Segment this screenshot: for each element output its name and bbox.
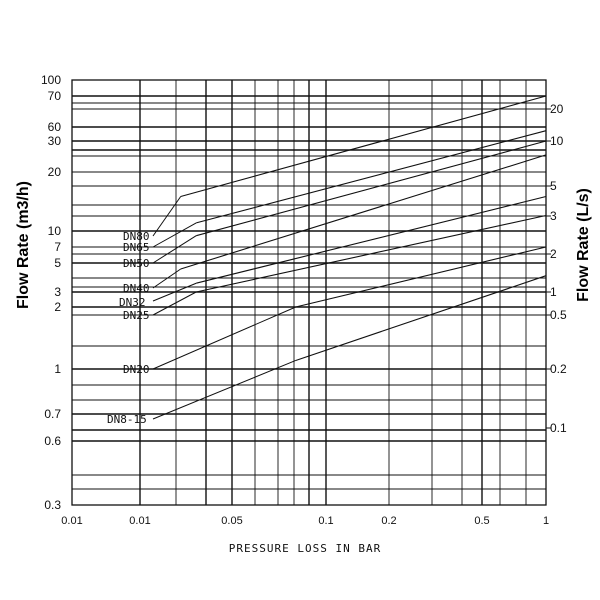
x-tick-label: 0.1 <box>318 515 333 527</box>
series-leader-dn40 <box>152 268 181 289</box>
x-tick-label: 0.01 <box>61 515 82 527</box>
series-leader-dn20 <box>152 306 296 370</box>
grid <box>71 79 547 506</box>
series-line-dn32 <box>196 195 547 284</box>
series-line-dn8-15 <box>295 275 547 362</box>
series-line-dn80 <box>180 95 547 198</box>
series-label-dn80: DN80 <box>123 230 150 243</box>
x-tick-label: 0.2 <box>381 515 396 527</box>
y-tick-label-left: 10 <box>48 224 62 238</box>
y-tick-label-left: 3 <box>54 285 61 299</box>
series-line-dn40 <box>180 154 547 270</box>
series-label-dn8-15: DN8-15 <box>107 413 147 426</box>
y-tick-label-left: 70 <box>48 89 62 103</box>
y-tick-label-right: 20 <box>550 102 564 116</box>
series-line-dn20 <box>295 246 547 308</box>
series-label-dn50: DN50 <box>123 257 150 270</box>
y-tick-label-right: 1 <box>550 285 557 299</box>
y-axis-title-left: Flow Rate (m3/h) <box>15 181 32 309</box>
x-axis-title: PRESSURE LOSS IN BAR <box>229 542 381 555</box>
series-line-dn65 <box>196 130 547 224</box>
y-tick-label-right: 0.2 <box>550 362 567 376</box>
series-leader-dn65 <box>152 222 197 248</box>
x-tick-labels: 0.01 0.01 0.05 0.1 0.2 0.5 1 <box>61 515 549 527</box>
y-tick-label-left: 0.7 <box>44 407 61 421</box>
y-tick-label-left: 2 <box>54 300 61 314</box>
series-line-dn50 <box>196 140 547 237</box>
y-tick-label-left: 30 <box>48 134 62 148</box>
y-tick-label-right: 0.5 <box>550 308 567 322</box>
y-axis-title-right: Flow Rate (L/s) <box>575 188 592 302</box>
series-label-dn25: DN25 <box>123 309 150 322</box>
series-leader-dn50 <box>152 235 197 264</box>
y-tick-label-right: 3 <box>550 209 557 223</box>
series-label-dn40: DN40 <box>123 282 150 295</box>
series-lines <box>152 95 547 420</box>
series-line-dn25 <box>196 214 547 293</box>
right-tick-labels: 20 10 5 3 2 1 0.5 0.2 0.1 <box>546 102 567 435</box>
y-tick-label-left: 0.3 <box>44 498 61 512</box>
y-tick-label-left: 100 <box>41 73 61 87</box>
x-tick-label: 0.5 <box>474 515 489 527</box>
x-tick-label: 0.01 <box>129 515 150 527</box>
x-tick-label: 1 <box>543 515 549 527</box>
y-tick-label-left: 5 <box>54 256 61 270</box>
series-label-dn65: DN65 <box>123 241 150 254</box>
series-label-dn20: DN20 <box>123 363 150 376</box>
y-tick-label-left: 1 <box>54 362 61 376</box>
series-leader-dn32 <box>152 282 197 302</box>
y-tick-label-left: 60 <box>48 120 62 134</box>
y-tick-label-left: 20 <box>48 165 62 179</box>
x-tick-label: 0.05 <box>221 515 242 527</box>
y-tick-label-right: 2 <box>550 247 557 261</box>
y-tick-label-left: 7 <box>54 240 61 254</box>
y-tick-label-right: 5 <box>550 179 557 193</box>
series-leader-dn25 <box>152 291 197 316</box>
y-tick-label-right: 0.1 <box>550 421 567 435</box>
series-leader-dn8-15 <box>152 360 296 420</box>
series-label-dn32: DN32 <box>119 296 146 309</box>
y-tick-label-right: 10 <box>550 134 564 148</box>
series-leader-dn80 <box>152 196 182 237</box>
y-tick-label-left: 0.6 <box>44 434 61 448</box>
